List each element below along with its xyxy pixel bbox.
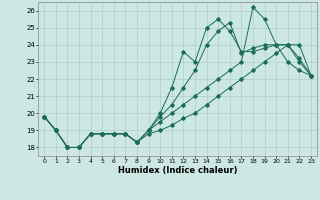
X-axis label: Humidex (Indice chaleur): Humidex (Indice chaleur) — [118, 166, 237, 175]
